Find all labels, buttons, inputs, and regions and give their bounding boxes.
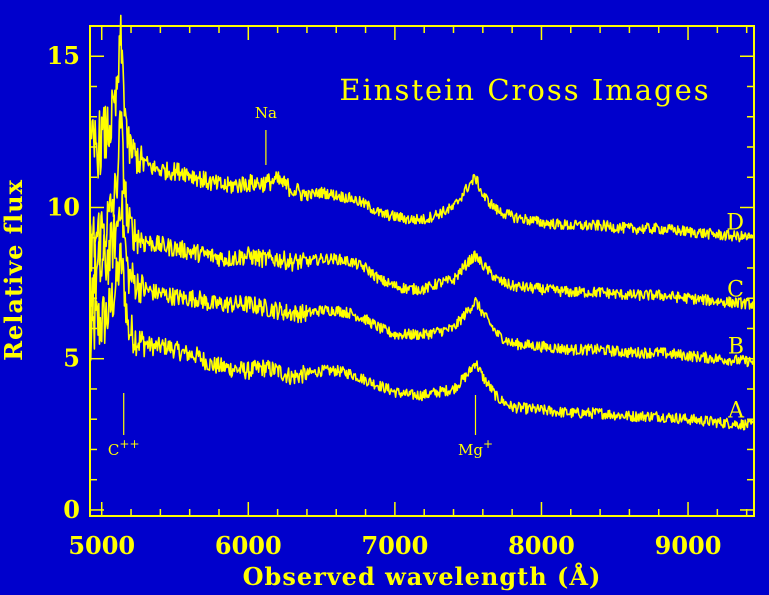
annotation-label-na: Na [255, 104, 277, 122]
y-tick-labels: 0 5 10 15 [47, 41, 80, 524]
line-annotations: C++ Mg+ Na [108, 104, 493, 459]
y-tick-label: 5 [63, 344, 80, 373]
y-tick-label: 0 [63, 495, 80, 524]
tick-marks [90, 26, 754, 516]
x-tick-label: 8000 [508, 531, 575, 560]
x-axis-label: Observed wavelength (Å) [243, 562, 602, 591]
x-tick-label: 5000 [68, 531, 135, 560]
y-tick-label: 15 [47, 41, 80, 70]
spectrum-line-d [89, 14, 755, 243]
y-tick-label: 10 [47, 192, 80, 221]
series-label-d: D [726, 211, 744, 236]
x-tick-label: 9000 [655, 531, 722, 560]
chart-title: Einstein Cross Images [339, 73, 710, 107]
series-label-b: B [728, 335, 744, 360]
x-tick-label: 7000 [361, 531, 428, 560]
x-tick-labels: 5000 6000 7000 8000 9000 [68, 531, 721, 560]
annotation-label-c: C++ [108, 437, 140, 459]
x-tick-label: 6000 [215, 531, 282, 560]
series-labels: A B C D [726, 211, 745, 424]
spectrum-line-c [89, 110, 755, 310]
spectrum-line-b [89, 190, 755, 368]
y-axis-label: Relative flux [0, 179, 28, 361]
spectra [89, 14, 755, 431]
spectrum-line-a [89, 242, 755, 431]
series-label-c: C [727, 277, 744, 302]
plot-frame [89, 25, 755, 517]
series-label-a: A [727, 398, 745, 423]
annotation-label-mg: Mg+ [458, 437, 493, 459]
